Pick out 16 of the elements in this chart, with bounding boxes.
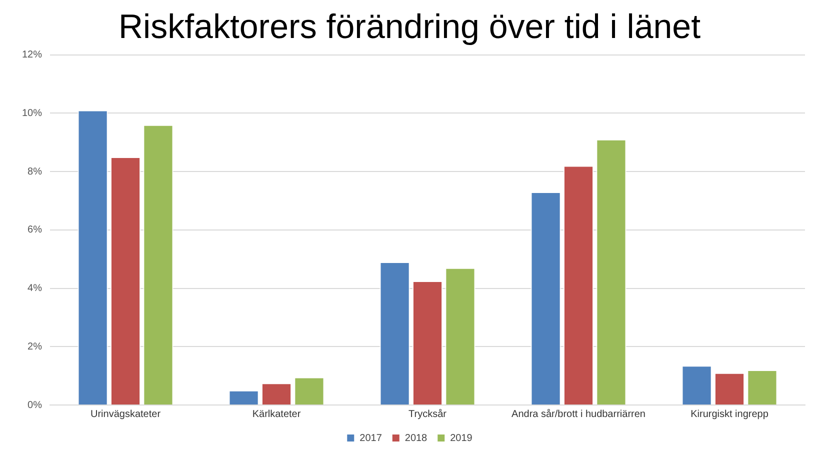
x-tick-label: Andra sår/brott i hudbarriärren: [512, 408, 646, 420]
y-tick-label: 12%: [22, 50, 42, 61]
y-tick-label: 2%: [28, 341, 42, 352]
chart-title: Riskfaktorers förändring över tid i länet: [118, 8, 702, 46]
y-tick-label: 8%: [28, 166, 42, 178]
legend-label: 2018: [404, 432, 428, 444]
x-tick-label: Trycksår: [408, 408, 448, 420]
x-tick-label: Kärlkateter: [252, 408, 302, 420]
y-tick-label: 6%: [28, 224, 42, 236]
y-tick-label: 10%: [22, 108, 42, 119]
legend-label: 2019: [450, 432, 473, 444]
y-tick-label: 0%: [28, 400, 42, 411]
x-tick-label: Urinvägskateter: [90, 408, 162, 420]
y-tick-label: 4%: [28, 283, 42, 294]
x-tick-label: Kirurgiskt ingrepp: [690, 408, 769, 420]
legend-label: 2017: [360, 432, 382, 444]
